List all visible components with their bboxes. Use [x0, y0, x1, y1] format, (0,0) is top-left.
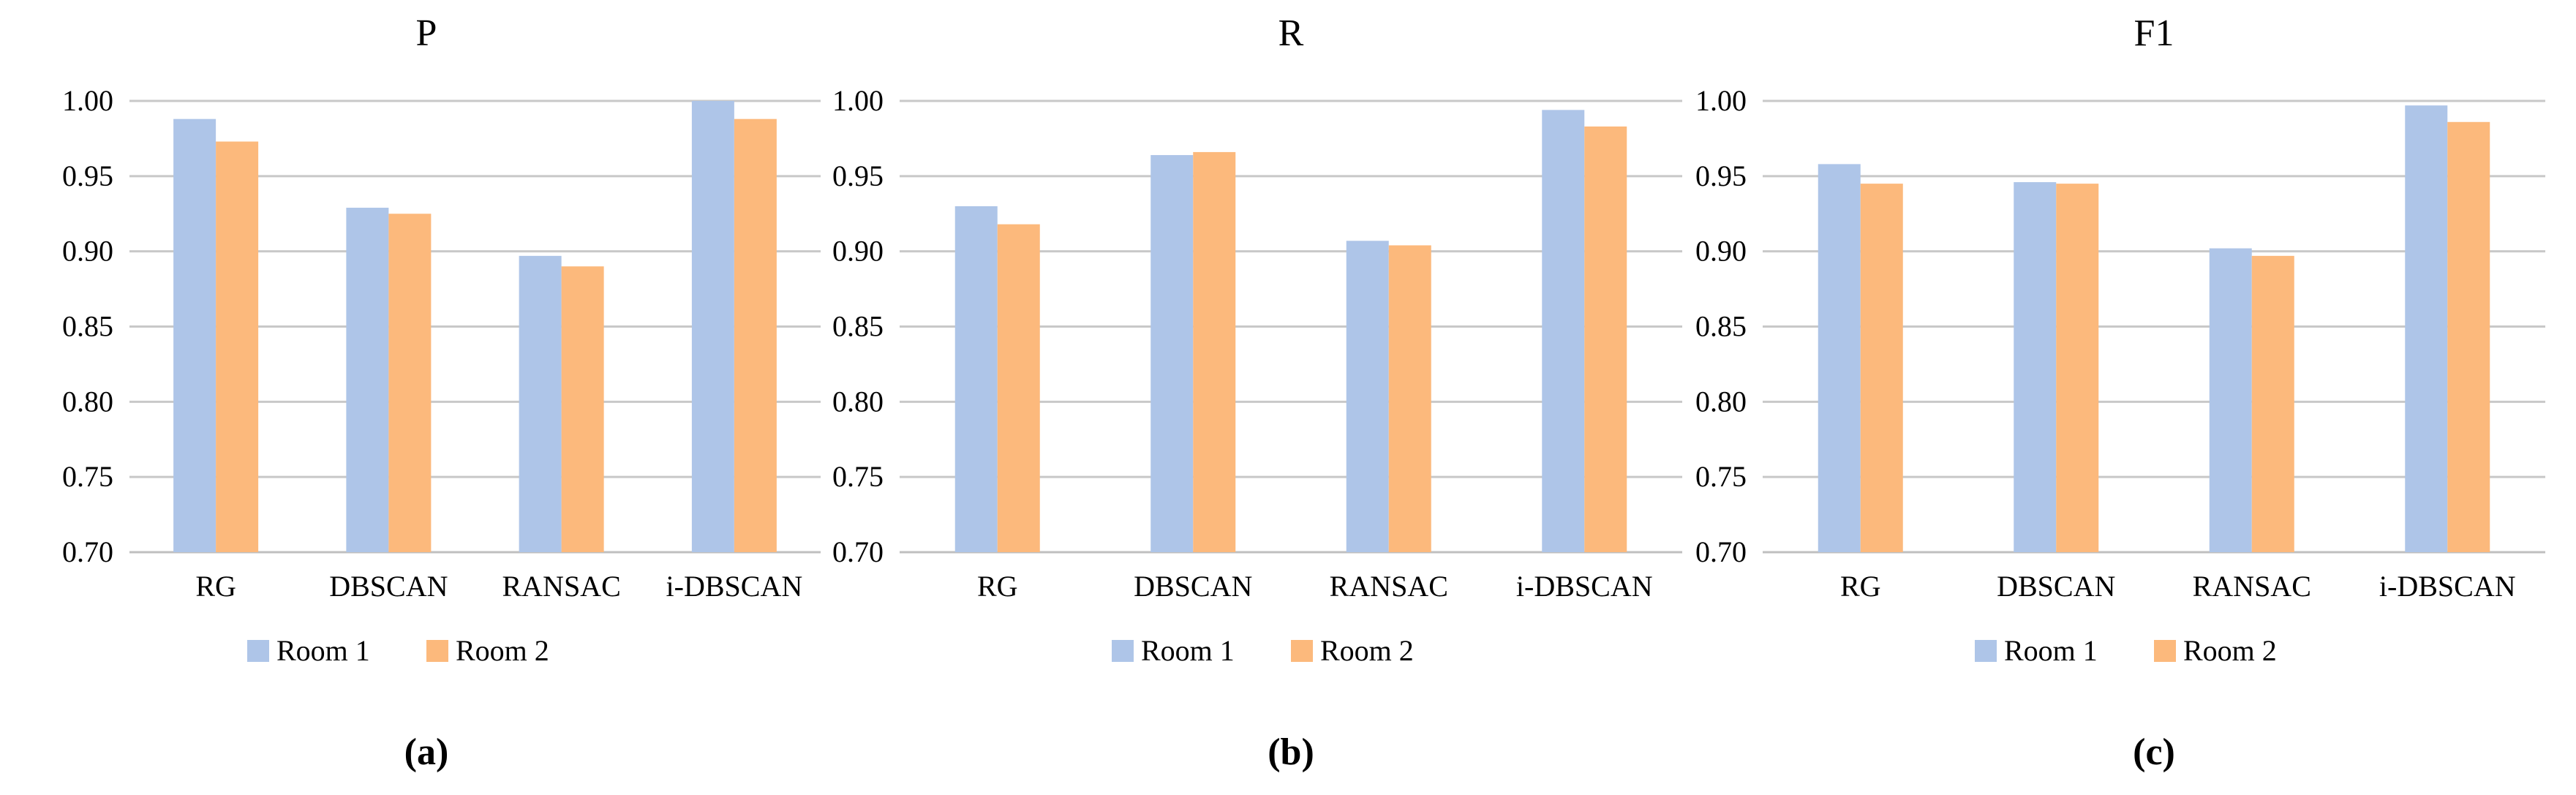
category-label: i-DBSCAN	[2379, 570, 2516, 603]
y-tick-label: 1.00	[832, 84, 884, 117]
legend-swatch-1	[1112, 640, 1134, 662]
category-label: RG	[977, 570, 1018, 603]
bar-room-2-dbscan	[2056, 184, 2099, 552]
chart-panel-3: F1 0.70 0.75 0.80 0.85 0.90 0.95 1.00 RG DBSCAN RA…	[1695, 12, 2545, 773]
bar-room-2-rg	[1860, 184, 1903, 552]
y-tick-label: 0.85	[1695, 310, 1747, 343]
bar-room-2-i-dbscan	[734, 118, 777, 552]
bar-room-2-ransac	[1388, 245, 1431, 552]
legend-label-1: Room 1	[1141, 634, 1235, 667]
legend: Room 1 Room 2	[1975, 634, 2277, 667]
y-tick-label: 0.70	[832, 535, 884, 568]
category-label: DBSCAN	[1997, 570, 2115, 603]
bar-room-1-rg	[173, 118, 216, 552]
category-label: RANSAC	[2193, 570, 2311, 603]
y-tick-label: 0.70	[62, 535, 113, 568]
bar-room-1-dbscan	[346, 208, 389, 552]
category-label: RG	[195, 570, 236, 603]
y-tick-label: 0.80	[1695, 385, 1747, 418]
category-label: i-DBSCAN	[1516, 570, 1653, 603]
category-label: DBSCAN	[329, 570, 448, 603]
legend-label-1: Room 1	[2004, 634, 2098, 667]
legend-label-2: Room 2	[1320, 634, 1414, 667]
category-label: i-DBSCAN	[666, 570, 803, 603]
legend-label-1: Room 1	[276, 634, 370, 667]
bar-room-1-ransac	[1346, 241, 1389, 552]
bar-room-1-ransac	[2209, 248, 2252, 552]
bar-room-1-rg	[1818, 164, 1861, 552]
bar-room-1-ransac	[519, 255, 562, 552]
bar-room-1-i-dbscan	[2405, 105, 2448, 553]
y-tick-label: 1.00	[62, 84, 113, 117]
panel-label: (b)	[1268, 731, 1314, 773]
y-tick-label: 0.75	[832, 460, 884, 493]
legend-label-2: Room 2	[2183, 634, 2277, 667]
y-tick-label: 0.75	[1695, 460, 1747, 493]
chart-panel-2: R 0.70 0.75 0.80 0.85 0.90 0.95 1.00 RG DBSCAN RAN…	[832, 12, 1682, 773]
bar-room-1-i-dbscan	[691, 101, 734, 552]
bar-room-2-dbscan	[1193, 151, 1236, 553]
legend-label-2: Room 2	[456, 634, 549, 667]
legend-swatch-1	[247, 640, 269, 662]
y-tick-label: 1.00	[1695, 84, 1747, 117]
bar-room-1-rg	[954, 206, 998, 552]
panel-label: (a)	[404, 731, 449, 773]
chart-title: F1	[2134, 12, 2174, 54]
bar-room-1-dbscan	[1150, 155, 1194, 553]
bar-room-2-dbscan	[388, 214, 432, 552]
bar-room-2-i-dbscan	[2447, 121, 2490, 552]
bar-room-1-dbscan	[2014, 182, 2057, 552]
y-tick-label: 0.85	[832, 310, 884, 343]
y-tick-label: 0.75	[62, 460, 113, 493]
legend-swatch-2	[1291, 640, 1313, 662]
category-label: RANSAC	[1330, 570, 1448, 603]
category-label: RG	[1840, 570, 1881, 603]
y-tick-label: 0.90	[1695, 235, 1747, 268]
legend-swatch-2	[2154, 640, 2176, 662]
y-tick-label: 0.80	[832, 385, 884, 418]
bar-room-2-rg	[216, 141, 259, 552]
legend: Room 1 Room 2	[1112, 634, 1414, 667]
y-tick-label: 0.80	[62, 385, 113, 418]
bar-room-2-ransac	[561, 266, 604, 552]
category-label: DBSCAN	[1134, 570, 1252, 603]
legend-swatch-1	[1975, 640, 1997, 662]
category-label: RANSAC	[502, 570, 620, 603]
y-tick-label: 0.90	[832, 235, 884, 268]
panel-label: (c)	[2133, 731, 2175, 773]
legend: Room 1 Room 2	[247, 634, 549, 667]
y-tick-label: 0.90	[62, 235, 113, 268]
legend-swatch-2	[426, 640, 448, 662]
y-tick-label: 0.85	[62, 310, 113, 343]
bar-room-2-ransac	[2251, 255, 2294, 552]
chart-panel-1: P 0.70 0.75 0.80 0.85 0.90 0.95 1.00 RG DBSCAN RAN…	[62, 12, 821, 773]
chart-title: R	[1278, 12, 1304, 54]
y-tick-label: 0.95	[1695, 159, 1747, 192]
chart-title: P	[416, 12, 437, 54]
bar-room-2-i-dbscan	[1584, 126, 1627, 553]
y-tick-label: 0.95	[62, 159, 113, 192]
bar-room-2-rg	[997, 224, 1040, 552]
y-tick-label: 0.70	[1695, 535, 1747, 568]
y-tick-label: 0.95	[832, 159, 884, 192]
bar-room-1-i-dbscan	[1542, 110, 1585, 553]
